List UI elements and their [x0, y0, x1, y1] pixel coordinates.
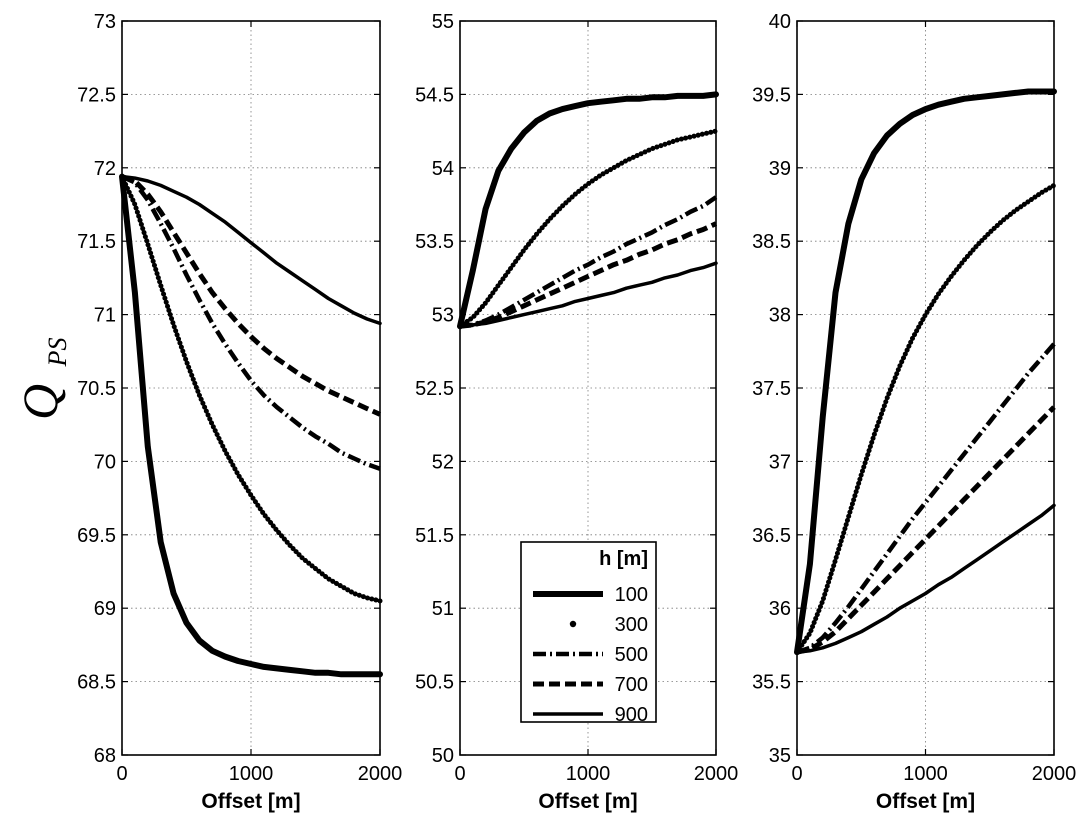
y-tick-label: 69.5 — [77, 525, 116, 547]
series-line-h700 — [121, 174, 382, 417]
legend-label-h700: 700 — [615, 674, 648, 696]
y-tick-label: 38 — [769, 305, 791, 327]
series-line-h100 — [794, 88, 1057, 656]
y-tick-label: 73 — [94, 11, 116, 33]
series-line-h300 — [457, 128, 719, 329]
x-tick-label: 0 — [454, 763, 465, 785]
series-group — [119, 173, 383, 678]
y-tick-label: 53.5 — [415, 231, 454, 253]
legend-label-h500: 500 — [615, 644, 648, 666]
legend-box — [520, 541, 657, 723]
y-tick-label: 71.5 — [77, 231, 116, 253]
series-line-h900 — [795, 503, 1056, 654]
y-tick-label: 37 — [769, 451, 791, 473]
series-line-h100 — [457, 91, 719, 330]
y-tick-label: 71 — [94, 305, 116, 327]
series-group — [794, 88, 1057, 656]
legend-label-h900: 900 — [615, 704, 648, 726]
y-tick-label: 51 — [432, 598, 454, 620]
panel-2: 50 50.5 51 51.5 52 52.5 53 53.5 54 54.5 55 0 1000 200… — [415, 11, 738, 813]
y-tick-label: 69 — [94, 598, 116, 620]
y-tick-label: 70 — [94, 451, 116, 473]
legend-label-h100: 100 — [615, 584, 648, 606]
y-tick-label: 68 — [94, 745, 116, 767]
x-axis-title: Offset [m] — [201, 790, 300, 813]
x-tick-label: 1000 — [229, 763, 274, 785]
series-group — [457, 91, 719, 330]
series-line-h500 — [459, 195, 718, 329]
x-tick-label: 1000 — [566, 763, 611, 785]
x-tick-label: 0 — [116, 763, 127, 785]
y-tick-label: 38.5 — [752, 231, 791, 253]
x-tick-label: 2000 — [1032, 763, 1077, 785]
legend-label-h300: 300 — [615, 614, 648, 636]
x-axis-title: Offset [m] — [876, 790, 975, 813]
y-axis-title: Q PS — [12, 338, 72, 421]
y-tick-label: 37.5 — [752, 378, 791, 400]
x-tick-label: 1000 — [903, 763, 948, 785]
y-tick-label: 51.5 — [415, 525, 454, 547]
series-line-h500 — [121, 174, 381, 471]
series-line-h900 — [458, 261, 718, 329]
y-tick-label: 52 — [432, 451, 454, 473]
legend-title: h [m] — [599, 548, 648, 570]
y-tick-label: 54.5 — [415, 84, 454, 106]
y-tick-label: 40 — [769, 11, 791, 33]
y-tick-label: 72 — [94, 158, 116, 180]
y-tick-label: 55 — [432, 11, 454, 33]
y-tick-label: 50 — [432, 745, 454, 767]
axes-frame — [121, 20, 381, 756]
x-tick-label: 0 — [791, 763, 802, 785]
series-line-h300 — [794, 182, 1057, 655]
series-line-h900 — [120, 174, 382, 326]
panel-3: 35 35.5 36 36.5 37 37.5 38 38.5 39 39.5 40 0 1000 200… — [752, 11, 1076, 813]
y-tick-label: 70.5 — [77, 378, 116, 400]
y-tick-label: 54 — [432, 158, 454, 180]
y-tick-label: 35.5 — [752, 672, 791, 694]
series-line-h100 — [119, 173, 383, 678]
y-tick-label: 35 — [769, 745, 791, 767]
y-tick-label: 68.5 — [77, 672, 116, 694]
series-line-h300 — [119, 174, 383, 604]
x-tick-label: 2000 — [694, 763, 739, 785]
x-axis-title: Offset [m] — [538, 790, 637, 813]
legend-swatch-h300 — [569, 620, 577, 628]
y-tick-label: 52.5 — [415, 378, 454, 400]
y-tick-label: 36 — [769, 598, 791, 620]
y-tick-label: 39 — [769, 158, 791, 180]
y-axis-title-subscript: PS — [43, 338, 72, 368]
y-tick-label: 50.5 — [415, 672, 454, 694]
legend: h [m] 100 300 500 700 900 — [520, 541, 657, 726]
x-tick-label: 2000 — [358, 763, 403, 785]
y-tick-label: 36.5 — [752, 525, 791, 547]
y-tick-label: 39.5 — [752, 84, 791, 106]
y-tick-label: 72.5 — [77, 84, 116, 106]
series-line-h700 — [459, 221, 718, 329]
y-axis-title-main: Q — [12, 384, 68, 420]
series-line-h700 — [796, 405, 1056, 655]
y-tick-label: 53 — [432, 305, 454, 327]
panel-1: 68 68.5 69 69.5 70 70.5 71 71.5 72 72.5 73 0 1000 200… — [77, 11, 402, 813]
series-line-h500 — [796, 342, 1056, 655]
